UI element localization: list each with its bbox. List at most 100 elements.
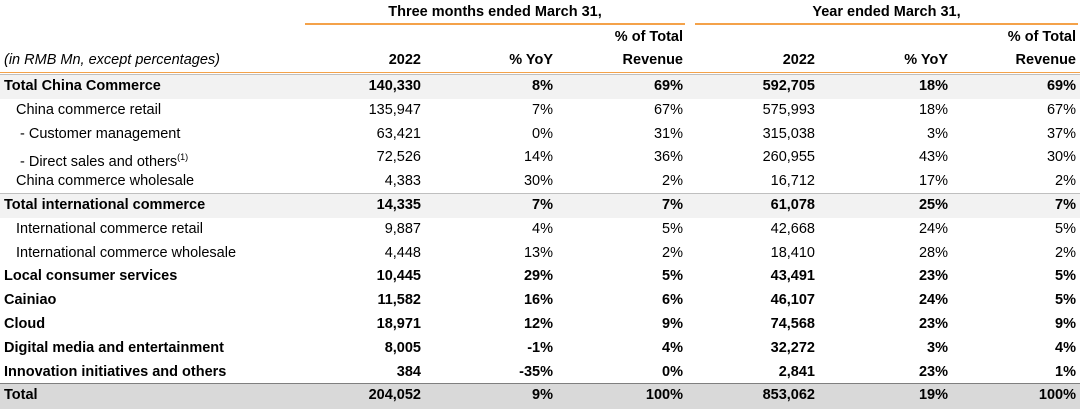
cell: 7% xyxy=(662,197,683,213)
group-header: Three months ended March 31, xyxy=(388,4,602,20)
cell: 29% xyxy=(523,268,553,285)
cell: 37% xyxy=(1046,125,1076,142)
cell: 4,448 xyxy=(384,244,421,261)
cell: 7% xyxy=(532,197,553,213)
label-text: Total China Commerce xyxy=(4,78,161,94)
cell: 2% xyxy=(1055,173,1076,190)
cell: 69% xyxy=(1046,78,1076,94)
label-text: International commerce wholesale xyxy=(16,244,237,261)
label-text: - Direct sales and others xyxy=(20,154,178,171)
row-shade xyxy=(0,193,1080,218)
cell: 4% xyxy=(662,339,683,356)
cell: 260,955 xyxy=(762,149,815,166)
cell: 18,410 xyxy=(770,244,815,261)
cell: 69% xyxy=(653,78,683,94)
cell: 28% xyxy=(918,244,948,261)
cell: 0% xyxy=(662,363,683,380)
cell: 853,062 xyxy=(762,387,815,404)
row-label: China commerce wholesale xyxy=(16,171,194,191)
cell: 67% xyxy=(653,101,683,118)
cell: 4,383 xyxy=(384,173,421,190)
cell: 16% xyxy=(523,292,553,309)
label-text: International commerce retail xyxy=(16,220,203,237)
cell: 8% xyxy=(532,78,553,94)
cell: -35% xyxy=(519,363,553,380)
cell: 23% xyxy=(918,363,948,380)
row-shade xyxy=(0,74,1080,99)
cell: 63,421 xyxy=(376,125,421,142)
row-label: Total international commerce xyxy=(4,195,205,215)
cell: 18,971 xyxy=(376,316,421,332)
cell: 2,841 xyxy=(778,363,815,380)
row-label: Digital media and entertainment xyxy=(4,338,224,358)
cell: 315,038 xyxy=(762,125,815,142)
cell: 7% xyxy=(532,101,553,118)
cell: 7% xyxy=(1055,197,1076,213)
cell: 5% xyxy=(662,220,683,237)
cell: 592,705 xyxy=(762,78,815,94)
row-label: China commerce retail xyxy=(16,100,161,120)
cell: 24% xyxy=(918,292,948,309)
cell: 18% xyxy=(918,101,948,118)
cell: 6% xyxy=(662,292,683,309)
cell: 3% xyxy=(927,339,948,356)
label-text: Total international commerce xyxy=(4,197,206,213)
label-text: Innovation initiatives and others xyxy=(4,363,227,380)
row-label: - Customer management xyxy=(20,124,180,144)
cell: 24% xyxy=(918,220,948,237)
cell: 19% xyxy=(918,387,948,404)
label-text: Local consumer services xyxy=(4,268,178,285)
column-header: % YoY xyxy=(509,52,553,68)
cell: 16,712 xyxy=(770,173,815,190)
row-label: Total xyxy=(4,385,38,405)
group-underline xyxy=(305,23,685,25)
column-header: Revenue xyxy=(622,52,683,68)
cell: 25% xyxy=(918,197,948,213)
cell: 17% xyxy=(918,173,948,190)
cell: 140,330 xyxy=(368,78,421,94)
cell: 30% xyxy=(523,173,553,190)
group-header: Year ended March 31, xyxy=(812,4,961,20)
row-label: Cainiao xyxy=(4,290,56,310)
cell: 135,947 xyxy=(368,101,421,118)
cell: 10,445 xyxy=(376,268,421,285)
label-text: China commerce wholesale xyxy=(16,173,195,190)
cell: 30% xyxy=(1046,149,1076,166)
row-label: - Direct sales and others(1) xyxy=(20,147,188,172)
label-text: Cloud xyxy=(4,316,46,332)
cell: 384 xyxy=(396,363,421,380)
column-header: Revenue xyxy=(1015,52,1076,68)
label-text: Total xyxy=(4,387,38,404)
cell: 11,582 xyxy=(377,292,421,309)
cell: 32,272 xyxy=(770,339,815,356)
cell: 4% xyxy=(1055,339,1076,356)
cell: 43,491 xyxy=(770,268,815,285)
cell: 9% xyxy=(662,316,683,332)
cell: 72,526 xyxy=(376,149,421,166)
column-header: % of Total xyxy=(1007,29,1076,45)
cell: 0% xyxy=(532,125,553,142)
cell: 61,078 xyxy=(770,197,815,213)
cell: -1% xyxy=(527,339,553,356)
cell: 23% xyxy=(918,316,948,332)
cell: 2% xyxy=(1055,244,1076,261)
cell: 5% xyxy=(1055,220,1076,237)
cell: 575,993 xyxy=(762,101,815,118)
row-shade xyxy=(0,383,1080,409)
row-label: International commerce wholesale xyxy=(16,243,236,263)
column-header: % of Total xyxy=(614,29,683,45)
cell: 42,668 xyxy=(770,220,815,237)
cell: 74,568 xyxy=(770,316,815,332)
cell: 9% xyxy=(1055,316,1076,332)
cell: 8,005 xyxy=(384,339,421,356)
column-header: % YoY xyxy=(904,52,948,68)
row-label: Innovation initiatives and others xyxy=(4,362,226,382)
cell: 204,052 xyxy=(368,387,421,404)
column-header: 2022 xyxy=(782,52,815,68)
cell: 100% xyxy=(1038,387,1076,404)
row-label: International commerce retail xyxy=(16,219,203,239)
cell: 18% xyxy=(918,78,948,94)
cell: 5% xyxy=(662,268,683,285)
label-text: - Customer management xyxy=(20,125,181,142)
